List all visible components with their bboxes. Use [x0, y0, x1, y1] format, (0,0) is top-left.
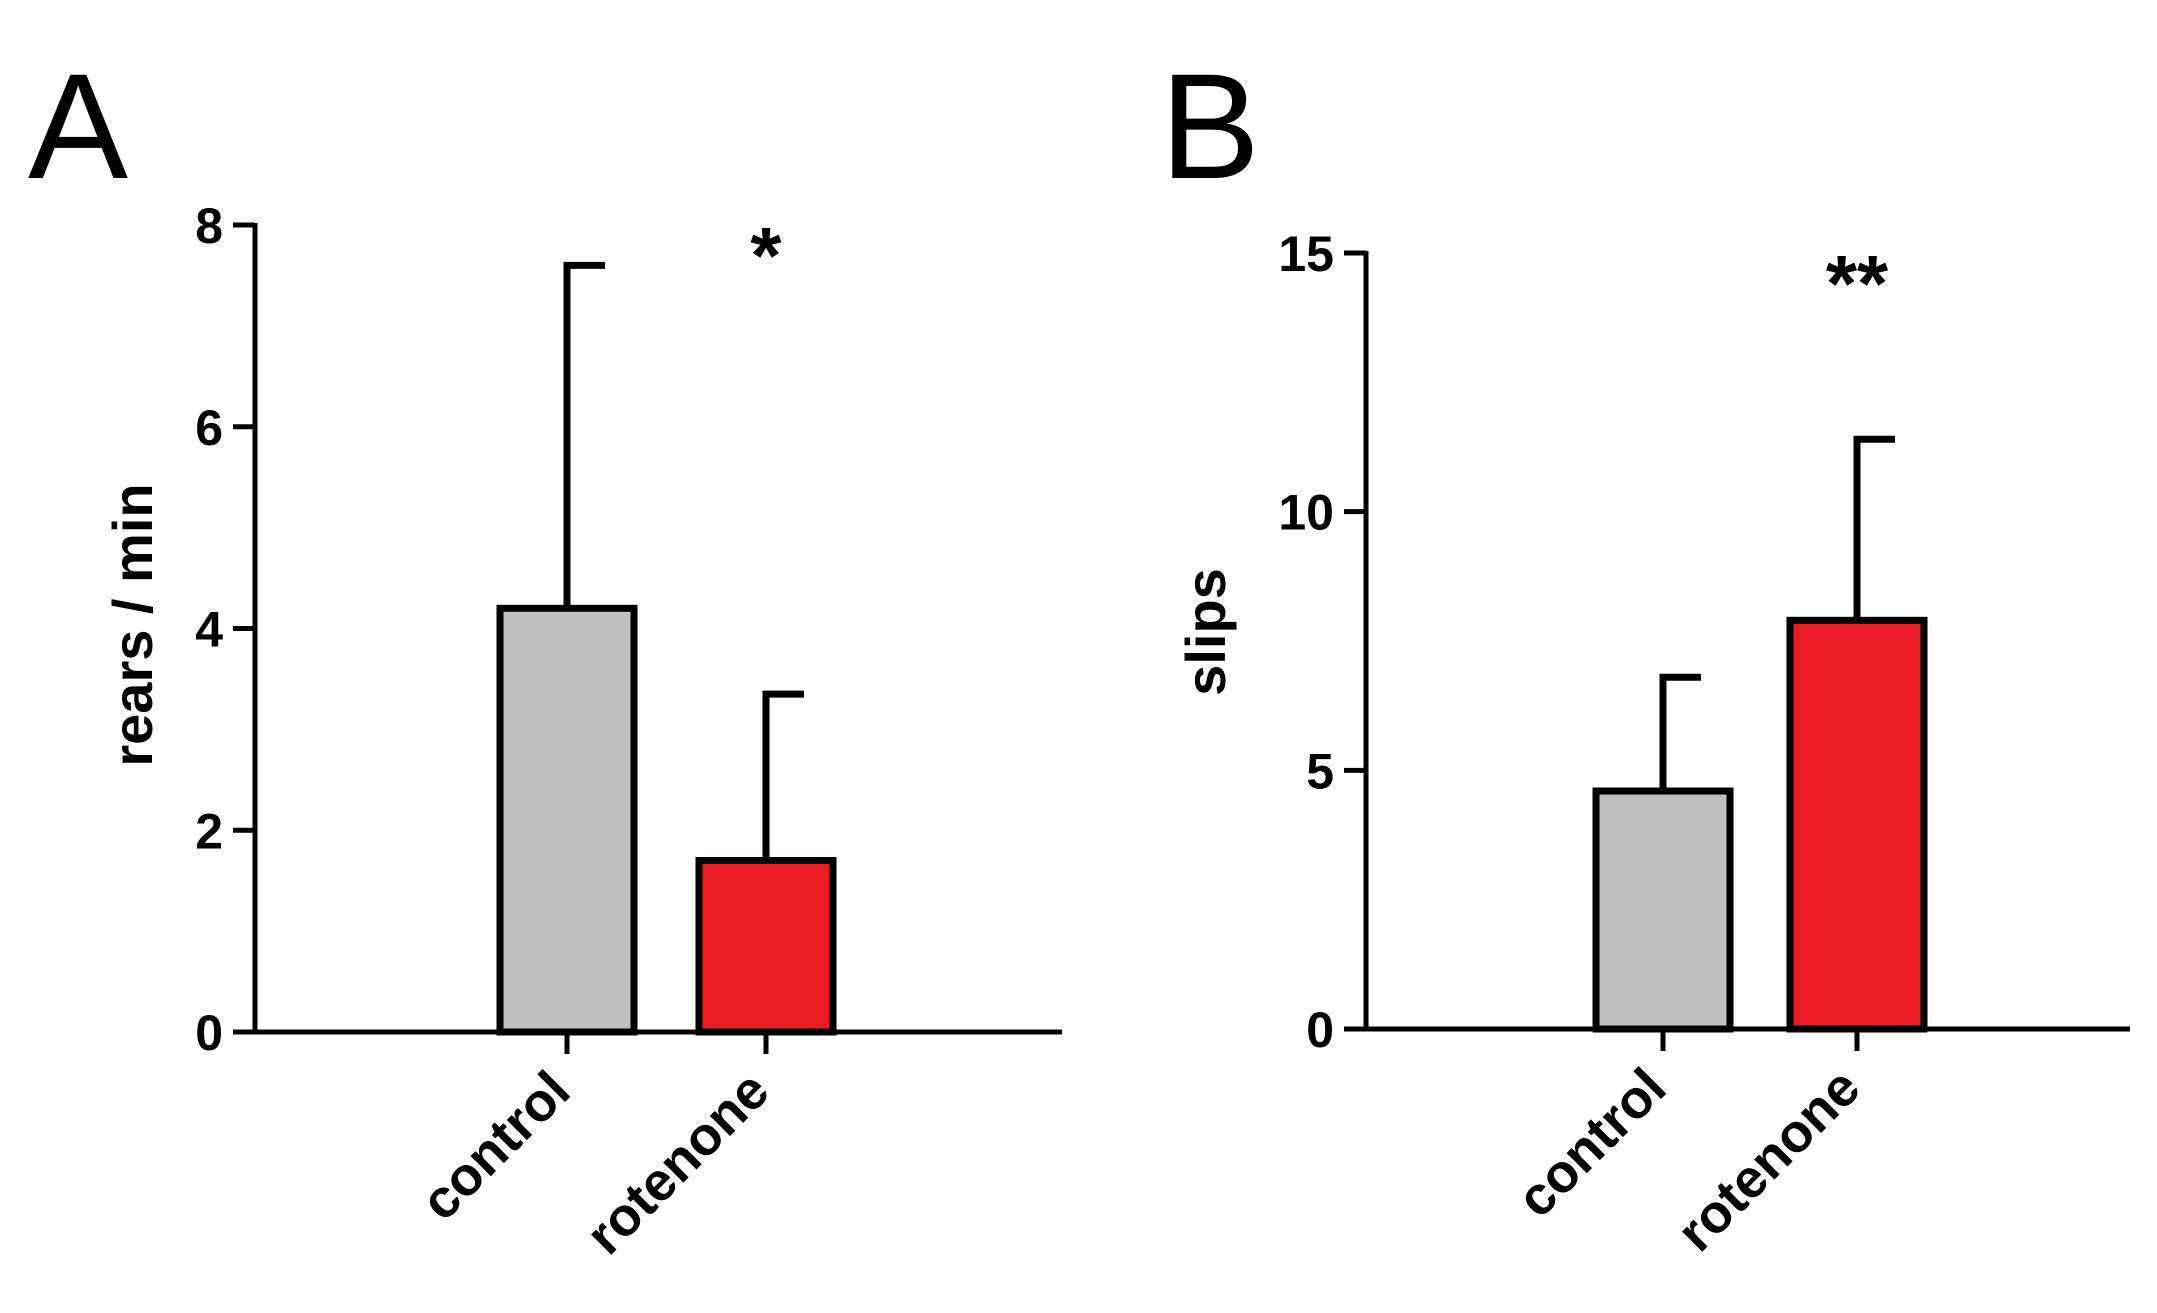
- category-label-rotenone: rotenone: [1666, 1057, 1872, 1263]
- bar-control: [1592, 787, 1734, 1033]
- panel-letter: B: [1160, 42, 1260, 210]
- y-tick-label: 10: [1278, 485, 1334, 541]
- category-label-control: control: [410, 1060, 582, 1232]
- bar-rotenone: [1786, 616, 1928, 1033]
- y-tick-label: 15: [1278, 226, 1334, 282]
- y-axis-title: rears / min: [101, 483, 164, 766]
- significance-marker: **: [1826, 239, 1889, 328]
- y-axis-title: slips: [1174, 568, 1237, 696]
- y-tick-label: 5: [1306, 743, 1334, 799]
- category-label-control: control: [1506, 1057, 1678, 1229]
- y-tick-label: 0: [195, 1005, 223, 1061]
- y-tick-label: 4: [195, 602, 223, 658]
- significance-marker: *: [750, 211, 782, 300]
- y-tick-label: 0: [1306, 1002, 1334, 1058]
- category-label-rotenone: rotenone: [575, 1060, 781, 1266]
- y-tick-label: 8: [195, 198, 223, 254]
- bar-rotenone: [695, 857, 837, 1036]
- panel-letter: A: [28, 42, 128, 210]
- y-tick-label: 2: [195, 803, 223, 859]
- y-tick-label: 6: [195, 400, 223, 456]
- bar-control: [496, 604, 638, 1036]
